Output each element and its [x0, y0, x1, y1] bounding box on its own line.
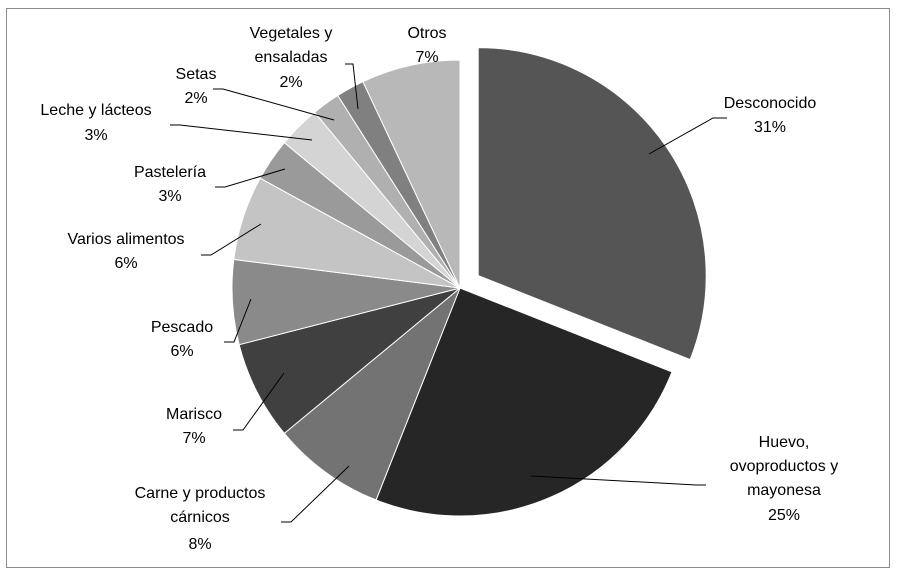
slice-label-5: Pescado 6% — [151, 319, 213, 360]
slice-percent-9: 2% — [184, 90, 207, 107]
slice-name-line-3-1: Carne y productos — [135, 485, 266, 502]
leader-line-4 — [233, 372, 285, 431]
leader-line-1 — [648, 117, 727, 155]
slice-percent-10: 2% — [279, 74, 302, 91]
leader-line-7 — [215, 168, 286, 188]
slice-percent-2: 25% — [768, 507, 800, 524]
slice-label-6: Varios alimentos 6% — [67, 231, 184, 272]
slice-name-line-5-1: Pescado — [151, 319, 213, 336]
leader-line-10 — [345, 63, 359, 110]
slice-percent-4: 7% — [182, 430, 205, 447]
slice-name-line-8-1: Leche y lácteos — [40, 102, 151, 119]
slice-label-8: Leche y lácteos 3% — [40, 102, 151, 144]
slice-percent-11: 7% — [415, 49, 438, 66]
slice-percent-5: 6% — [170, 343, 193, 360]
slice-name-line-11-1: Otros — [407, 25, 446, 42]
slice-label-2: Huevo, ovoproductos y mayonesa 25% — [730, 434, 839, 524]
pie-slice-11 — [362, 59, 461, 289]
slice-name-line-9-1: Setas — [176, 66, 217, 83]
leader-line-3 — [281, 465, 350, 523]
slice-label-10: Vegetales y ensaladas 2% — [250, 25, 333, 91]
slice-percent-7: 3% — [158, 188, 181, 205]
slice-name-line-3-2: cárnicos — [170, 509, 230, 526]
slice-label-11: Otros 7% — [407, 25, 446, 66]
slice-name-line-7-1: Pastelería — [134, 164, 206, 181]
slice-label-7: Pastelería 3% — [134, 164, 206, 205]
leader-line-2 — [530, 475, 706, 486]
slice-percent-1: 31% — [754, 119, 786, 136]
leader-line-6 — [201, 223, 262, 256]
slice-name-line-6-1: Varios alimentos — [67, 231, 184, 248]
slice-percent-3: 8% — [188, 536, 211, 553]
slice-label-4: Marisco 7% — [166, 406, 222, 447]
leader-line-5 — [224, 298, 252, 343]
pie-slice-3 — [283, 287, 461, 501]
slice-name-line-2-1: Huevo, — [759, 434, 810, 451]
leader-line-8 — [170, 124, 313, 141]
slice-label-1: Desconocido 31% — [724, 95, 817, 136]
pie-slice-1 — [477, 47, 707, 361]
slice-name-line-1-1: Desconocido — [724, 95, 817, 112]
leader-line-9 — [213, 88, 335, 121]
slice-label-3: Carne y productos cárnicos 8% — [135, 485, 266, 553]
slice-percent-6: 6% — [114, 255, 137, 272]
slice-name-line-10-2: ensaladas — [255, 49, 328, 66]
pie-slice-2 — [375, 287, 673, 517]
slice-name-line-10-1: Vegetales y — [250, 25, 333, 42]
slice-label-9: Setas 2% — [176, 66, 217, 107]
slice-percent-8: 3% — [84, 127, 107, 144]
slice-name-line-2-2: ovoproductos y — [730, 458, 839, 475]
slice-name-line-4-1: Marisco — [166, 406, 222, 423]
slice-name-line-2-3: mayonesa — [747, 482, 821, 499]
